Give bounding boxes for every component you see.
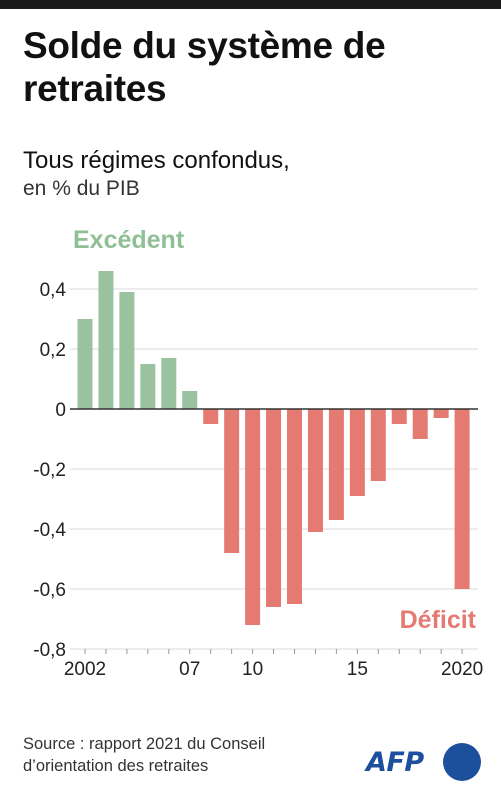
bar-2017 — [391, 409, 407, 424]
bar-2004 — [119, 292, 135, 409]
bar-2013 — [307, 409, 323, 532]
y-tick-label: -0,8 — [33, 640, 66, 661]
y-tick-label: -0,6 — [33, 580, 66, 601]
bar-2002 — [77, 319, 93, 409]
bar-2015 — [349, 409, 365, 496]
x-tick-label: 2020 — [441, 659, 483, 680]
bar-2009 — [224, 409, 240, 553]
x-tick-label: 15 — [347, 659, 368, 680]
y-tick-label: 0,4 — [40, 280, 67, 301]
x-tick-label: 2002 — [64, 659, 106, 680]
y-tick-label: 0,2 — [40, 340, 66, 361]
bar-2011 — [266, 409, 282, 607]
bar-2020 — [454, 409, 470, 589]
chart-title: Solde du système de retraites — [23, 25, 386, 109]
bar-2018 — [412, 409, 428, 439]
bar-2014 — [328, 409, 344, 520]
afp-logo: AFP — [366, 743, 484, 783]
bar-2008 — [203, 409, 219, 424]
y-tick-label: 0 — [55, 400, 66, 421]
bar-2016 — [370, 409, 386, 481]
bar-2007 — [182, 391, 198, 409]
bars — [77, 271, 470, 625]
bar-2012 — [287, 409, 302, 604]
x-tick-label: 10 — [242, 659, 263, 680]
bar-2003 — [98, 271, 114, 409]
excedent-annotation: Excédent — [73, 226, 185, 254]
source-note: Source : rapport 2021 du Conseil d’orien… — [23, 735, 266, 775]
deficit-annotation: Déficit — [400, 606, 477, 634]
bar-2019 — [433, 409, 449, 418]
y-tick-label: -0,2 — [33, 460, 66, 481]
afp-logo-circle — [443, 743, 481, 781]
bar-2006 — [161, 358, 177, 409]
chart-subtitle: Tous régimes confondus, — [23, 147, 290, 174]
chart-unit: en % du PIB — [23, 177, 140, 200]
bar-2005 — [140, 364, 156, 409]
x-tick-label: 07 — [179, 659, 200, 680]
bar-2010 — [245, 409, 261, 625]
y-tick-label: -0,4 — [33, 520, 66, 541]
top-rule — [0, 0, 501, 9]
afp-logo-text: AFP — [366, 747, 424, 778]
